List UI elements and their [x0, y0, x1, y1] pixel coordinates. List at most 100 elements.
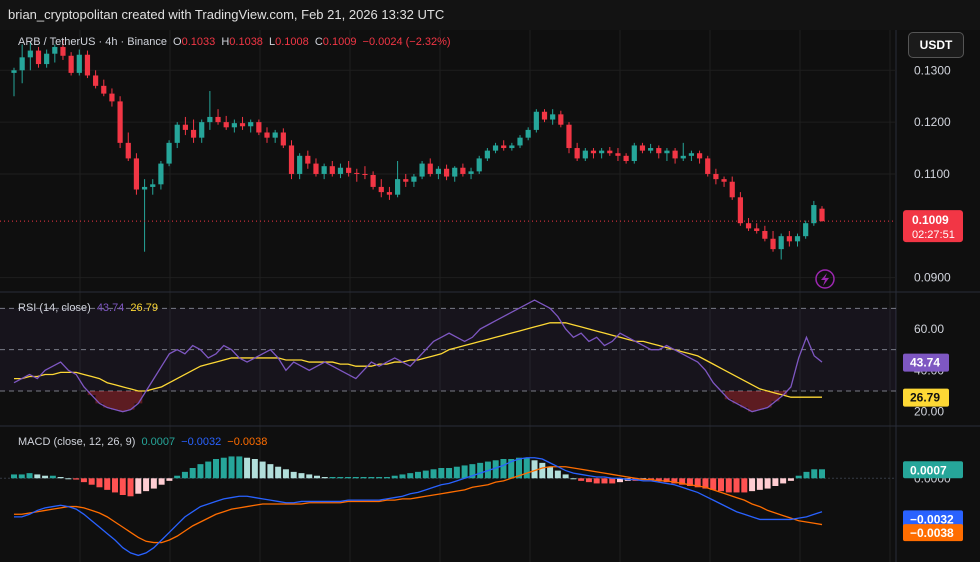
rsi-legend: RSI (14, close) 43.74 26.79 — [18, 302, 161, 314]
macd-histogram-bar — [539, 462, 546, 479]
candle-body — [648, 148, 654, 151]
open-label: O — [173, 36, 182, 48]
macd-histogram-bar — [819, 469, 825, 479]
macd-histogram-bar — [461, 465, 468, 479]
macd-histogram-bar — [453, 466, 460, 479]
macd-histogram-bar — [609, 478, 616, 484]
candle-body — [370, 174, 376, 187]
candle-body — [394, 179, 401, 195]
macd-histogram-bar — [617, 478, 623, 483]
candle-body — [68, 55, 74, 73]
candle-body — [93, 75, 99, 86]
low-label: L — [269, 36, 276, 48]
price-tick-label: 0.1200 — [914, 115, 951, 129]
candle-body — [362, 173, 368, 175]
candle-body — [631, 145, 637, 161]
candle-body — [786, 236, 792, 242]
currency-button[interactable]: USDT — [908, 32, 964, 58]
macd-histogram-bar — [585, 478, 592, 483]
macd-histogram-bar — [112, 478, 118, 493]
macd-label: MACD (close, 12, 26, 9) — [18, 436, 136, 448]
macd-histogram-bar — [213, 459, 219, 479]
candle-body — [231, 123, 237, 128]
rsi-value-badge — [903, 353, 949, 372]
macd-legend: MACD (close, 12, 26, 9) 0.0007 −0.0032 −… — [18, 436, 270, 448]
macd-histogram-bar — [756, 478, 763, 490]
candle-body — [501, 145, 507, 149]
candle-body — [117, 101, 123, 143]
macd-histogram-bar — [360, 477, 367, 479]
lightning-icon — [815, 269, 835, 289]
macd-line-value: −0.0032 — [181, 436, 222, 448]
candle-body — [215, 116, 221, 123]
chart-canvas[interactable]: 0.1300 0.1200 0.1100 0.0900 0.1009 02:27:51 60… — [0, 30, 980, 562]
candle-body — [476, 158, 482, 172]
candle-body — [264, 132, 270, 138]
macd-histogram-bar — [593, 478, 600, 484]
candle-body — [778, 236, 784, 250]
macd-histogram-bar — [438, 468, 445, 479]
candle-body — [615, 153, 621, 156]
candle-body — [60, 46, 66, 56]
macd-histogram-bar — [446, 468, 453, 479]
macd-histogram-bar — [477, 462, 484, 479]
candle-body — [664, 150, 670, 154]
candle-body — [166, 142, 172, 164]
macd-histogram-bar — [259, 461, 266, 479]
candle-body — [248, 122, 254, 127]
macd-histogram-bar — [34, 474, 41, 479]
rsi-ma-value: 26.79 — [130, 302, 158, 314]
macd-histogram-bar — [749, 478, 756, 492]
macd-histogram-bar — [764, 478, 771, 489]
candle-body — [713, 173, 719, 180]
macd-histogram-bar — [282, 469, 289, 479]
macd-signal-value: −0.0038 — [227, 436, 268, 448]
macd-histogram-bar — [601, 478, 608, 484]
candle-body — [427, 163, 433, 174]
candle-body — [223, 122, 229, 128]
macd-histogram-bar — [376, 477, 383, 479]
macd-signal-line — [14, 466, 823, 544]
candle-body — [337, 167, 344, 174]
macd-histogram-bar — [787, 478, 794, 481]
price-tick-label: 0.1100 — [914, 167, 950, 181]
macd-histogram-bar — [772, 478, 779, 486]
macd-histogram-bar — [399, 474, 406, 479]
rsi-tick-label: 60.00 — [914, 322, 944, 336]
macd-histogram-bar — [803, 471, 810, 479]
candle-body — [492, 145, 499, 151]
candle-body — [533, 111, 539, 130]
price-tick-label: 0.1300 — [914, 63, 951, 77]
candle-body — [305, 155, 311, 164]
candle-body — [125, 142, 131, 159]
candle-body — [599, 150, 605, 154]
macd-histogram-bar — [562, 474, 569, 479]
candle-body — [509, 145, 515, 149]
candle-body — [313, 163, 319, 174]
macd-line — [14, 457, 823, 557]
candle-body — [288, 145, 295, 174]
open-value: 0.1033 — [181, 36, 216, 48]
candle-body — [574, 148, 580, 159]
macd-histogram-bar — [500, 459, 507, 479]
macd-histogram-bar — [345, 477, 352, 479]
macd-histogram-bar — [531, 460, 538, 479]
last-price-label: 0.1009 — [912, 213, 949, 227]
candle-body — [656, 148, 662, 154]
price-legend: ARB / TetherUS · 4h · Binance O0.1033 H0… — [18, 36, 454, 48]
macd-histogram-bar — [407, 473, 414, 479]
macd-histogram-bar — [220, 457, 227, 479]
macd-histogram-bar — [275, 466, 282, 479]
candle-body — [101, 85, 107, 94]
macd-histogram-bar — [523, 457, 530, 479]
candle-body — [582, 150, 588, 159]
candle-body — [207, 116, 213, 123]
candle-body — [346, 167, 352, 173]
macd-histogram-bar — [26, 473, 33, 479]
candle-body — [745, 223, 752, 229]
candle-body — [174, 124, 180, 143]
candle-body — [639, 145, 646, 151]
macd-histogram-bar — [329, 477, 336, 479]
candle-body — [680, 155, 686, 159]
macd-histogram-bar — [780, 478, 787, 484]
